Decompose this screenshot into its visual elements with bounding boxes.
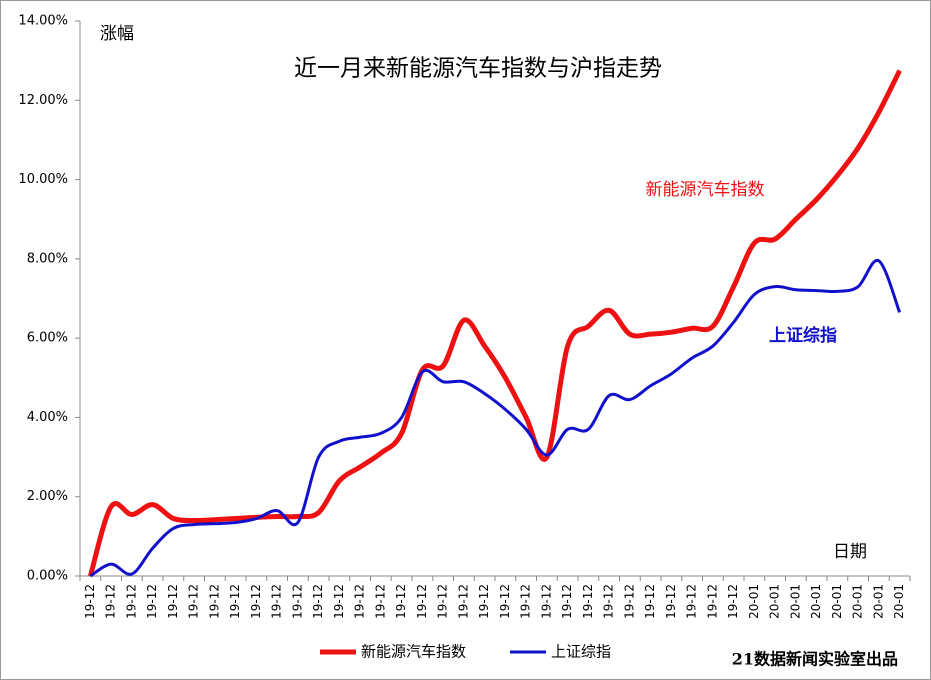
series-line — [87, 69, 902, 577]
source: 21数据新闻实验室出品 — [732, 650, 898, 669]
y-tick-label: 2.00% — [27, 489, 68, 504]
x-tick-label: 19-12 — [207, 584, 221, 619]
x-tick-label: 19-12 — [415, 584, 429, 619]
x-tick-label: 19-12 — [643, 584, 657, 619]
y-tick-label: 14.00% — [18, 14, 68, 29]
y-tick-label: 6.00% — [27, 331, 68, 346]
x-tick-label: 19-12 — [290, 584, 304, 619]
x-tick-label: 19-12 — [145, 584, 159, 619]
y-tick-label: 10.00% — [18, 172, 68, 187]
x-tick-label: 19-12 — [477, 584, 491, 619]
y-tick-label: 8.00% — [27, 251, 68, 266]
chart-title: 近一月来新能源汽车指数与沪指走势 — [294, 56, 662, 82]
x-tick-label: 19-12 — [83, 584, 97, 619]
x-tick-label: 19-12 — [187, 584, 201, 619]
x-tick-label: 20-01 — [892, 584, 906, 619]
x-tick-label: 19-12 — [166, 584, 180, 619]
series-line — [89, 259, 902, 578]
x-tick-label: 20-01 — [809, 584, 823, 619]
legend-label: 新能源汽车指数 — [361, 643, 466, 661]
x-tick-label: 19-12 — [622, 584, 636, 619]
x-axis-label: 日期 — [833, 542, 867, 562]
x-tick-label: 19-12 — [498, 584, 512, 619]
x-tick-label: 19-12 — [124, 584, 138, 619]
x-tick-label: 20-01 — [788, 584, 802, 619]
x-tick-label: 19-12 — [581, 584, 595, 619]
x-tick-label: 19-12 — [705, 584, 719, 619]
x-tick-label: 20-01 — [830, 584, 844, 619]
series-annotation: 新能源汽车指数 — [646, 180, 765, 200]
x-tick-label: 20-01 — [768, 584, 782, 619]
x-tick-label: 19-12 — [602, 584, 616, 619]
x-tick-label: 19-12 — [104, 584, 118, 619]
x-tick-label: 19-12 — [332, 584, 346, 619]
x-tick-label: 20-01 — [871, 584, 885, 619]
x-tick-label: 19-12 — [685, 584, 699, 619]
x-tick-label: 19-12 — [436, 584, 450, 619]
y-tick-label: 12.00% — [18, 93, 68, 108]
legend-label: 上证综指 — [551, 643, 611, 661]
x-tick-label: 19-12 — [560, 584, 574, 619]
x-tick-label: 19-12 — [311, 584, 325, 619]
x-tick-label: 19-12 — [249, 584, 263, 619]
y-tick-label: 4.00% — [27, 410, 68, 425]
y-axis-label: 涨幅 — [100, 24, 134, 44]
x-tick-label: 20-01 — [851, 584, 865, 619]
x-tick-label: 19-12 — [456, 584, 470, 619]
x-tick-label: 19-12 — [228, 584, 242, 619]
x-tick-label: 19-12 — [519, 584, 533, 619]
x-tick-label: 19-12 — [373, 584, 387, 619]
x-tick-label: 19-12 — [539, 584, 553, 619]
series-annotation: 上证综指 — [769, 325, 837, 346]
x-tick-label: 19-12 — [394, 584, 408, 619]
x-tick-label: 20-01 — [747, 584, 761, 619]
x-tick-label: 19-12 — [270, 584, 284, 619]
x-tick-label: 19-12 — [664, 584, 678, 619]
x-tick-label: 19-12 — [353, 584, 367, 619]
x-tick-label: 19-12 — [726, 584, 740, 619]
y-tick-label: 0.00% — [27, 569, 68, 584]
